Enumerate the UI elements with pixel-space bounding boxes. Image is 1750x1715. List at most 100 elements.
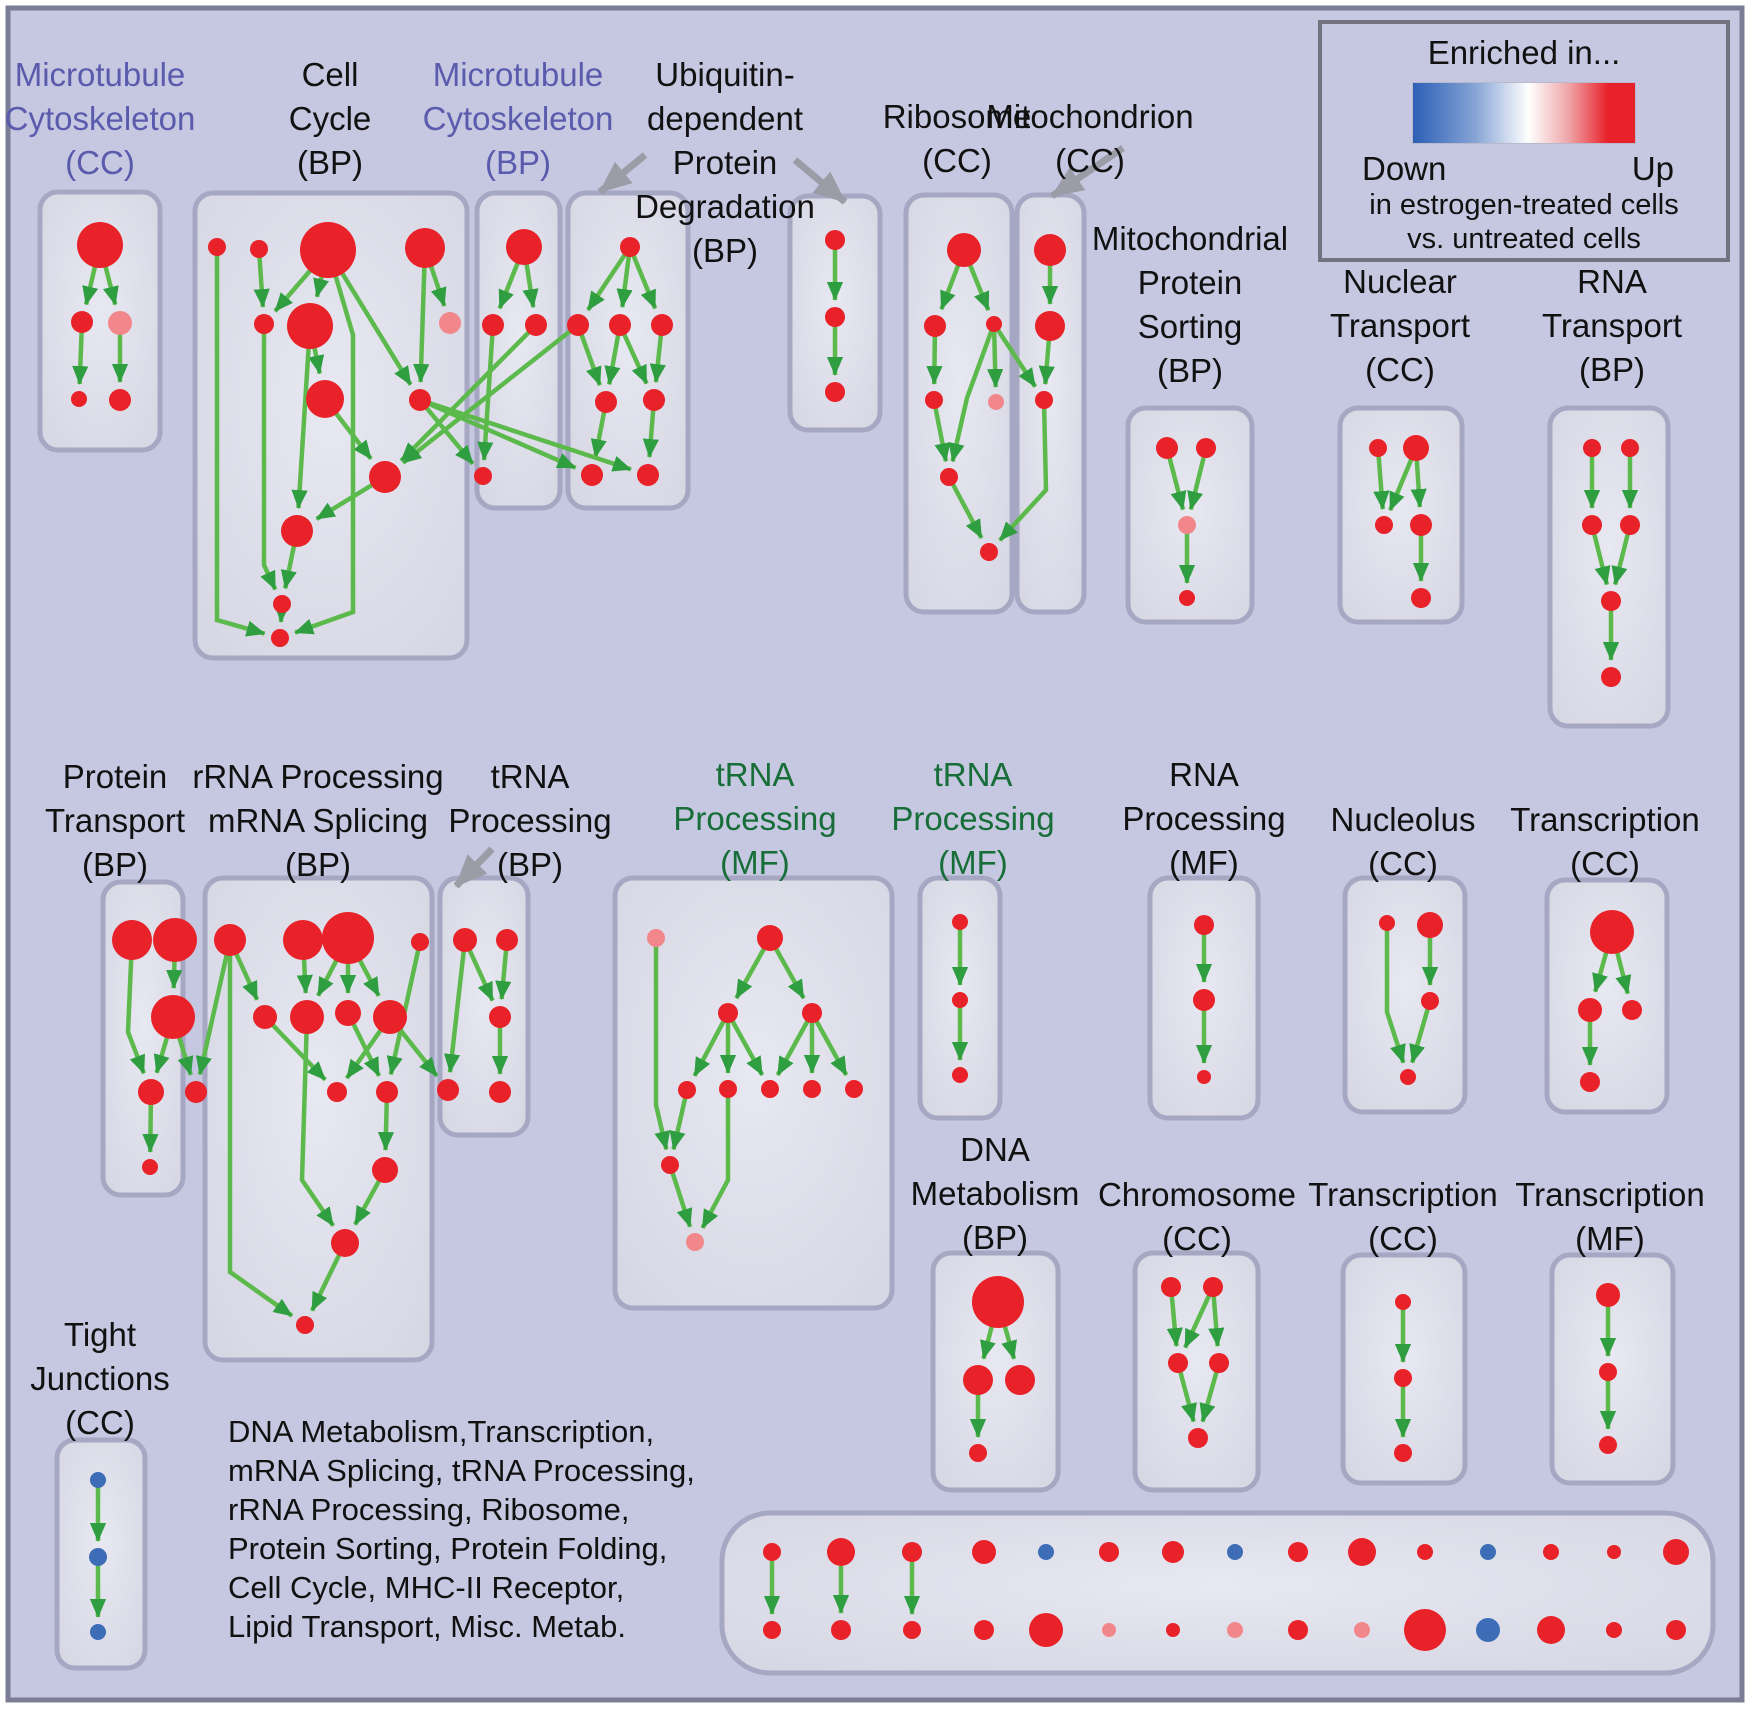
cluster-label-rna-transport-bp: RNA [1577, 263, 1647, 300]
go-term-node [1620, 515, 1640, 535]
cluster-label-rna-processing-mf: Processing [1122, 800, 1285, 837]
go-term-node [825, 230, 845, 250]
edge-arrow [260, 324, 278, 591]
edge-arrow [401, 323, 580, 465]
edge-arrow [669, 1089, 690, 1151]
go-term-node [254, 314, 274, 334]
go-term-node [831, 1620, 851, 1640]
cluster-label-rna-processing-mf: (MF) [1169, 844, 1239, 881]
edge-arrow [418, 398, 475, 466]
go-term-node [980, 543, 998, 561]
go-term-node [595, 391, 617, 413]
go-term-node [1156, 437, 1178, 459]
cluster-label-transcription-mf: (MF) [1575, 1220, 1645, 1257]
go-term-node [496, 929, 518, 951]
edge-arrow [987, 323, 1004, 388]
edge-arrow [125, 939, 146, 1075]
edge-arrow [586, 245, 632, 312]
go-term-node [1379, 915, 1395, 931]
go-term-node [924, 315, 946, 337]
cluster-label-chromosome-cc: Chromosome [1098, 1176, 1296, 1213]
cluster-label-transcription-mf: Transcription [1515, 1176, 1705, 1213]
go-term-node [763, 1621, 781, 1639]
go-term-node [903, 1621, 921, 1639]
go-term-node [1601, 591, 1621, 611]
cluster-label-chromosome-cc: (CC) [1162, 1220, 1232, 1257]
go-term-node [952, 914, 968, 930]
go-term-node [1417, 1544, 1433, 1560]
cluster-label-nucleolus-cc: (CC) [1368, 845, 1438, 882]
edge-arrow [700, 1089, 731, 1229]
go-term-node [1582, 515, 1602, 535]
go-term-node [71, 311, 93, 333]
go-term-node [825, 382, 845, 402]
go-term-node [718, 1003, 738, 1023]
edge-arrow [227, 940, 294, 1318]
go-term-node [1162, 1541, 1184, 1563]
go-term-node [1621, 439, 1639, 457]
edge-arrow [443, 939, 468, 1074]
edge-arrow [419, 397, 577, 470]
legend-gradient-bar [1412, 82, 1636, 144]
go-term-node [952, 992, 968, 1008]
go-term-node [761, 1080, 779, 1098]
go-term-node [1622, 1000, 1642, 1020]
misc-annotation-line: Cell Cycle, MHC-II Receptor, [228, 1570, 625, 1605]
go-term-node [972, 1276, 1024, 1328]
go-term-node [1203, 1277, 1223, 1297]
go-term-node [89, 1548, 107, 1566]
go-term-node [1476, 1618, 1500, 1642]
cluster-label-microtubule-cytoskeleton-cc: (CC) [65, 144, 135, 181]
go-term-node [335, 1000, 361, 1026]
go-term-node [902, 1542, 922, 1562]
cluster-box-dna-metabolism-bp [930, 1250, 1061, 1493]
cluster-label-tight-junctions-cc: (CC) [65, 1404, 135, 1441]
misc-annotation-line: Protein Sorting, Protein Folding, [228, 1531, 668, 1566]
edge-arrow [1199, 1362, 1222, 1423]
go-term-node [411, 933, 429, 951]
cluster-label-transcription-cc-bottom: Transcription [1308, 1176, 1498, 1213]
go-term-node [845, 1080, 863, 1098]
cluster-label-rna-transport-bp: Transport [1542, 307, 1682, 344]
edge-arrow [653, 938, 671, 1151]
go-term-node [947, 233, 981, 267]
go-term-node [1354, 1622, 1370, 1638]
cluster-label-ribosome-cc: Ribosome [883, 98, 1032, 135]
cluster-label-mitochondrial-protein-sorting-bp: Protein [1138, 264, 1243, 301]
go-term-node [963, 1365, 993, 1395]
edge-arrow [775, 1011, 814, 1077]
edge-arrow [627, 246, 658, 310]
edge-arrow [195, 939, 233, 1076]
go-term-node [409, 389, 431, 411]
edge-arrow [692, 1011, 730, 1077]
edge-arrow [1187, 447, 1209, 511]
nodes-layer [71, 222, 1689, 1651]
cluster-box-nuclear-transport-cc [1337, 405, 1465, 625]
go-term-node [1601, 667, 1621, 687]
cluster-box-transcription-cc-bottom [1340, 1252, 1468, 1486]
edge-arrow [1384, 923, 1406, 1064]
go-term-node [300, 222, 356, 278]
go-term-node [1400, 1069, 1416, 1085]
cluster-label-tight-junctions-cc: Junctions [30, 1360, 169, 1397]
go-term-node [439, 312, 461, 334]
go-term-node [1209, 1353, 1229, 1373]
cluster-label-transcription-cc-bottom: (CC) [1368, 1220, 1438, 1257]
go-term-node [90, 1624, 106, 1640]
go-term-node [287, 303, 333, 349]
cluster-label-rrna-processing-mrna-splicing-bp: rRNA Processing [192, 758, 443, 795]
go-term-node [988, 394, 1004, 410]
go-term-node [1168, 1353, 1188, 1373]
cluster-boxes-layer [37, 189, 1716, 1676]
go-term-node [1196, 438, 1216, 458]
cluster-label-nuclear-transport-cc: Transport [1330, 307, 1470, 344]
edge-arrow [294, 249, 356, 635]
go-term-node [250, 240, 268, 258]
edge-arrow [291, 325, 313, 509]
cluster-label-transcription-cc-middle: (CC) [1570, 845, 1640, 882]
go-term-node [1369, 439, 1387, 457]
go-term-node [1410, 514, 1432, 536]
go-term-node [453, 928, 477, 952]
go-term-node [142, 1159, 158, 1175]
cluster-label-ubiquitin-dependent-protein-degradation-bp: dependent [647, 100, 803, 137]
